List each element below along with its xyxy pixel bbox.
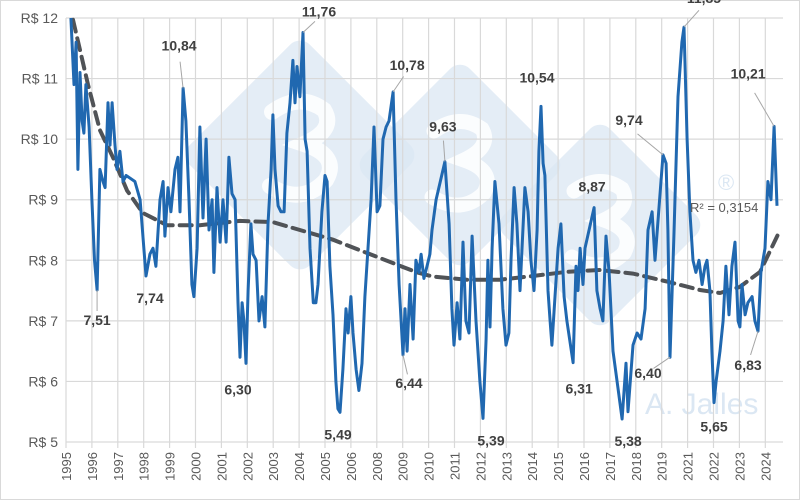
label-leader-line xyxy=(754,92,775,127)
x-tick-label: 2014 xyxy=(525,452,540,481)
y-tick-label: R$ 12 xyxy=(21,10,59,26)
data-label: 9,74 xyxy=(615,112,642,128)
x-tick-label: 1996 xyxy=(85,452,100,481)
x-tick-label: 1995 xyxy=(59,452,74,481)
x-axis: 1995 1996 1997 1998 1999 2000 2001 2002 2003 2004… xyxy=(59,452,773,481)
label-leader-line xyxy=(637,133,664,156)
data-label: 9,63 xyxy=(429,119,456,135)
x-tick-label: 1997 xyxy=(111,452,126,481)
x-tick-label: 2018 xyxy=(629,452,644,481)
y-tick-label: R$ 6 xyxy=(28,373,58,389)
x-tick-label: 2017 xyxy=(603,452,618,481)
x-tick-label: 2013 xyxy=(499,452,514,481)
data-label: 10,78 xyxy=(390,57,425,73)
y-tick-label: R$ 9 xyxy=(28,192,58,208)
data-label: 8,87 xyxy=(578,179,605,195)
x-tick-label: 1999 xyxy=(163,452,178,481)
data-label: 10,54 xyxy=(519,69,554,85)
y-tick-label: R$ 5 xyxy=(28,434,58,450)
label-leader-line xyxy=(179,61,184,89)
data-label: 7,51 xyxy=(83,312,110,328)
grid xyxy=(65,17,783,448)
x-tick-label: 2009 xyxy=(396,452,411,481)
data-label: 5,39 xyxy=(477,432,504,448)
x-tick-label: 2006 xyxy=(344,452,359,481)
data-label: 6,30 xyxy=(224,381,251,397)
r-squared-label: R² = 0,3154 xyxy=(690,200,758,215)
data-label: 11,76 xyxy=(302,4,336,20)
x-tick-label: 2001 xyxy=(214,452,229,481)
watermark-registered: ® xyxy=(718,170,734,195)
data-label: 11,85 xyxy=(687,0,721,6)
x-tick-label: 2022 xyxy=(707,452,722,481)
x-tick-label: 2023 xyxy=(732,452,747,481)
x-tick-label: 2000 xyxy=(189,452,204,481)
x-tick-label: 2002 xyxy=(240,452,255,481)
label-leader-line xyxy=(302,20,316,33)
data-label: 6,40 xyxy=(634,365,661,381)
data-label: 5,49 xyxy=(324,426,351,442)
y-tick-label: R$ 11 xyxy=(22,71,59,87)
x-tick-label: 2015 xyxy=(551,452,566,481)
x-tick-label: 2004 xyxy=(292,452,307,481)
data-label: 7,74 xyxy=(136,290,163,306)
x-tick-label: 2010 xyxy=(422,452,437,481)
data-labels: 7,51 10,84 7,74 6,30 11,76 5,49 10,78 6,44 9,63 5… xyxy=(83,0,775,449)
data-label: 10,84 xyxy=(162,37,197,53)
x-tick-label: 2008 xyxy=(370,452,385,481)
label-leader-line xyxy=(442,140,446,162)
label-leader-line xyxy=(402,354,408,375)
y-tick-label: R$ 7 xyxy=(28,313,58,329)
y-axis: R$ 5 R$ 6 R$ 7 R$ 8 R$ 9 R$ 10 R$ 11 R$ 12 xyxy=(21,10,59,450)
x-tick-label: 2012 xyxy=(473,452,488,481)
series-line xyxy=(69,17,779,421)
label-leader-line xyxy=(750,331,759,356)
x-tick-label: 2011 xyxy=(448,452,463,480)
data-label: 6,44 xyxy=(395,375,422,391)
x-tick-label: 2003 xyxy=(266,452,281,481)
x-tick-label: 2016 xyxy=(577,452,592,481)
label-leader-line xyxy=(653,356,671,369)
label-leader-line xyxy=(392,76,405,93)
data-label: 10,21 xyxy=(731,65,766,81)
data-label: 6,31 xyxy=(565,381,592,397)
x-tick-label: 2021 xyxy=(681,452,696,481)
label-leader-line xyxy=(683,9,700,28)
y-tick-label: R$ 8 xyxy=(28,252,58,268)
x-tick-label: 2024 xyxy=(758,452,773,481)
y-tick-label: R$ 10 xyxy=(21,131,59,147)
x-tick-label: 1998 xyxy=(137,452,152,481)
data-label: 6,83 xyxy=(734,357,761,373)
x-tick-label: 2005 xyxy=(318,452,333,481)
data-label: 5,38 xyxy=(614,433,641,449)
watermark-glyph-shape xyxy=(424,114,495,213)
data-label: 5,65 xyxy=(700,419,727,435)
x-tick-label: 2019 xyxy=(655,452,670,481)
